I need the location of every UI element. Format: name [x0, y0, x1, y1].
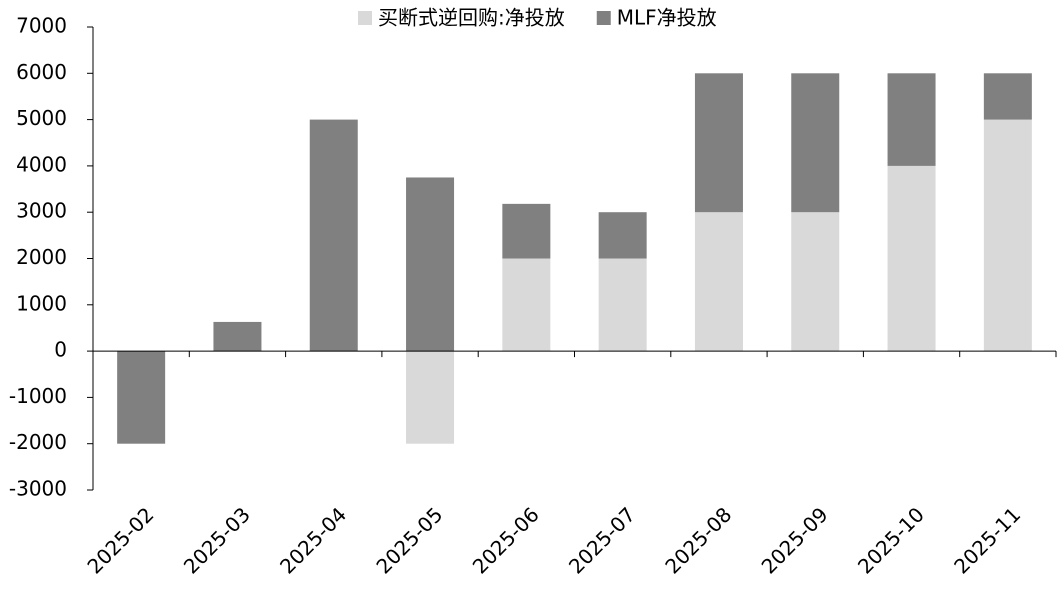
bar	[983, 73, 1032, 120]
bar	[694, 73, 743, 213]
x-tick-label: 2025-08	[660, 502, 736, 578]
bar	[791, 212, 840, 352]
y-tick-label: 4000	[16, 152, 67, 176]
legend-swatch	[596, 11, 611, 25]
y-tick-label: -3000	[9, 477, 67, 501]
legend-label: MLF净投放	[617, 6, 717, 30]
bar	[309, 119, 358, 352]
y-tick-label: 2000	[16, 245, 67, 269]
x-tick-label: 2025-02	[83, 502, 159, 578]
y-tick-label: 1000	[16, 291, 67, 315]
y-tick-label: 0	[54, 338, 67, 362]
bar	[983, 119, 1032, 352]
bar	[694, 212, 743, 352]
bar	[502, 203, 551, 259]
bar	[117, 351, 166, 444]
legend-swatch	[358, 11, 372, 25]
x-tick-label: 2025-04	[275, 502, 351, 578]
bar	[791, 73, 840, 213]
y-tick-label: 6000	[16, 60, 67, 84]
x-tick-label: 2025-09	[757, 502, 833, 578]
bar	[406, 351, 455, 444]
legend-label: 买断式逆回购:净投放	[378, 6, 565, 30]
x-tick-label: 2025-03	[179, 502, 255, 578]
bar	[598, 258, 647, 352]
y-tick-label: 7000	[16, 14, 67, 38]
y-tick-label: -1000	[9, 384, 67, 408]
x-tick-label: 2025-10	[853, 502, 929, 578]
y-tick-label: 5000	[16, 106, 67, 130]
bar	[598, 212, 647, 259]
bar	[887, 73, 936, 166]
bar	[502, 258, 551, 352]
x-tick-label: 2025-06	[468, 502, 544, 578]
bar	[213, 321, 262, 352]
x-tick-label: 2025-05	[371, 502, 447, 578]
x-tick-label: 2025-11	[949, 502, 1025, 578]
bar	[406, 177, 455, 352]
y-tick-label: 3000	[16, 199, 67, 223]
x-tick-label: 2025-07	[564, 502, 640, 578]
bar	[887, 165, 936, 352]
y-tick-label: -2000	[9, 430, 67, 454]
